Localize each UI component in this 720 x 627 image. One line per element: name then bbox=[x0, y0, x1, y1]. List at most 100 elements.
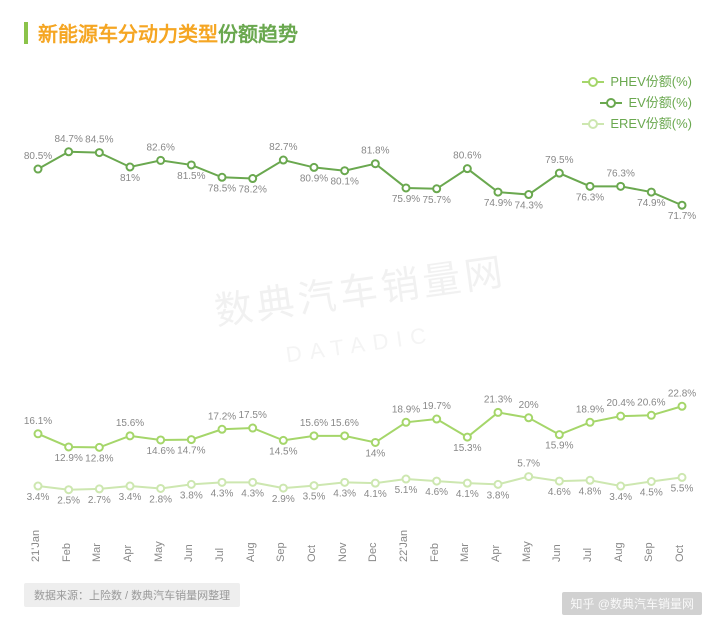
data-point bbox=[679, 474, 686, 481]
data-point bbox=[280, 485, 287, 492]
value-label: 82.7% bbox=[269, 142, 297, 153]
data-point bbox=[157, 485, 164, 492]
x-axis-tick: Jun bbox=[183, 544, 195, 562]
legend-item: PHEV份额(%) bbox=[582, 72, 692, 93]
data-point bbox=[587, 183, 594, 190]
value-label: 15.9% bbox=[545, 441, 573, 452]
data-point bbox=[341, 479, 348, 486]
x-axis-labels: 21'JanFebMarAprMayJunJulAugSepOctNovDec2… bbox=[24, 508, 696, 568]
legend: PHEV份额(%)EV份额(%)EREV份额(%) bbox=[582, 72, 692, 134]
data-point bbox=[35, 430, 42, 437]
value-label: 4.3% bbox=[241, 488, 264, 499]
value-label: 74.9% bbox=[484, 198, 512, 209]
value-label: 2.5% bbox=[57, 496, 80, 507]
value-label: 4.6% bbox=[425, 487, 448, 498]
data-point bbox=[556, 478, 563, 485]
value-label: 3.8% bbox=[180, 490, 203, 501]
value-label: 14.7% bbox=[177, 446, 205, 457]
value-label: 18.9% bbox=[576, 404, 604, 415]
value-label: 2.9% bbox=[272, 494, 295, 505]
value-label: 20% bbox=[519, 400, 539, 411]
data-source-note: 数据来源：上险数 / 数典汽车销量网整理 bbox=[24, 583, 240, 607]
legend-swatch bbox=[582, 123, 604, 125]
value-label: 4.1% bbox=[364, 489, 387, 500]
value-label: 80.9% bbox=[300, 173, 328, 184]
value-label: 81.8% bbox=[361, 146, 389, 157]
value-label: 3.4% bbox=[119, 492, 142, 503]
value-label: 20.4% bbox=[606, 398, 634, 409]
data-point bbox=[617, 483, 624, 490]
title-accent-bar bbox=[24, 22, 28, 44]
value-label: 20.6% bbox=[637, 397, 665, 408]
value-label: 14.5% bbox=[269, 446, 297, 457]
value-label: 5.1% bbox=[395, 485, 418, 496]
value-label: 78.2% bbox=[238, 185, 266, 196]
x-axis-tick: Sep bbox=[643, 542, 655, 562]
data-point bbox=[679, 403, 686, 410]
value-label: 81% bbox=[120, 173, 140, 184]
value-label: 74.9% bbox=[637, 198, 665, 209]
value-label: 21.3% bbox=[484, 394, 512, 405]
value-label: 78.5% bbox=[208, 183, 236, 194]
value-label: 19.7% bbox=[422, 401, 450, 412]
data-point bbox=[617, 183, 624, 190]
x-axis-tick: Feb bbox=[61, 543, 73, 562]
data-point bbox=[433, 478, 440, 485]
data-point bbox=[495, 481, 502, 488]
value-label: 15.6% bbox=[300, 418, 328, 429]
x-axis-tick: Mar bbox=[91, 543, 103, 562]
value-label: 76.3% bbox=[576, 192, 604, 203]
data-point bbox=[311, 164, 318, 171]
data-point bbox=[219, 479, 226, 486]
value-label: 17.2% bbox=[208, 411, 236, 422]
value-label: 80.1% bbox=[330, 177, 358, 188]
data-point bbox=[372, 439, 379, 446]
value-label: 84.5% bbox=[85, 135, 113, 146]
title-part-2: 份额趋势 bbox=[218, 24, 298, 46]
value-label: 84.7% bbox=[54, 134, 82, 145]
zhihu-watermark: 知乎 @数典汽车销量网 bbox=[562, 592, 702, 615]
data-point bbox=[372, 160, 379, 167]
data-point bbox=[341, 167, 348, 174]
x-axis-tick: Jul bbox=[214, 548, 226, 562]
value-label: 4.5% bbox=[640, 488, 663, 499]
x-axis-tick: Aug bbox=[245, 542, 257, 562]
data-point bbox=[556, 170, 563, 177]
data-point bbox=[556, 431, 563, 438]
legend-label: PHEV份额(%) bbox=[610, 72, 692, 93]
data-point bbox=[280, 157, 287, 164]
x-axis-tick: May bbox=[153, 541, 165, 562]
value-label: 74.3% bbox=[514, 201, 542, 212]
data-point bbox=[495, 189, 502, 196]
value-label: 15.6% bbox=[330, 418, 358, 429]
data-point bbox=[157, 157, 164, 164]
value-label: 79.5% bbox=[545, 155, 573, 166]
chart-area: 80.5%84.7%84.5%81%82.6%81.5%78.5%78.2%82… bbox=[24, 130, 696, 500]
value-label: 80.5% bbox=[24, 151, 52, 162]
value-label: 3.8% bbox=[487, 490, 510, 501]
data-point bbox=[311, 482, 318, 489]
data-point bbox=[35, 166, 42, 173]
data-point bbox=[157, 436, 164, 443]
data-point bbox=[648, 189, 655, 196]
value-label: 22.8% bbox=[668, 388, 696, 399]
x-axis-tick: Apr bbox=[490, 545, 502, 562]
data-point bbox=[372, 480, 379, 487]
value-label: 4.3% bbox=[211, 488, 234, 499]
data-point bbox=[403, 476, 410, 483]
x-axis-tick: Feb bbox=[429, 543, 441, 562]
value-label: 4.1% bbox=[456, 489, 479, 500]
value-label: 75.9% bbox=[392, 194, 420, 205]
data-point bbox=[188, 436, 195, 443]
data-point bbox=[127, 164, 134, 171]
data-point bbox=[35, 483, 42, 490]
line-chart-svg: 80.5%84.7%84.5%81%82.6%81.5%78.5%78.2%82… bbox=[24, 130, 696, 500]
value-label: 4.8% bbox=[579, 486, 602, 497]
data-point bbox=[403, 419, 410, 426]
value-label: 14.6% bbox=[146, 446, 174, 457]
data-point bbox=[65, 486, 72, 493]
data-point bbox=[219, 174, 226, 181]
x-axis-tick: Oct bbox=[306, 545, 318, 562]
value-label: 71.7% bbox=[668, 211, 696, 222]
value-label: 12.9% bbox=[54, 453, 82, 464]
